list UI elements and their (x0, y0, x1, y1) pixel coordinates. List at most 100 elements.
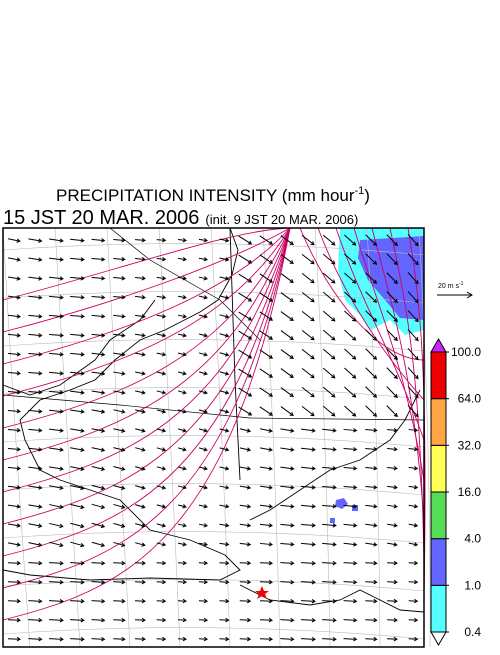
wind-arrow (70, 617, 85, 623)
isobar (2, 227, 291, 589)
wind-arrow (28, 598, 43, 604)
wind-arrow (198, 238, 209, 243)
wind-arrow (177, 598, 187, 604)
wind-arrow (259, 598, 273, 604)
wind-arrow (135, 371, 146, 376)
colorbar-below (430, 631, 447, 647)
wind-arrow (113, 428, 126, 433)
wind-arrow (49, 579, 64, 585)
wind-arrow (219, 523, 230, 528)
wind-arrow (156, 314, 167, 319)
wind-arrow (7, 598, 21, 604)
wind-arrow (156, 256, 167, 262)
wind-arrow (113, 295, 126, 300)
grid-line (106, 227, 131, 648)
wind-arrow (322, 598, 337, 604)
wind-arrow (49, 352, 64, 357)
wind-arrow (135, 237, 146, 243)
title-sup: -1 (355, 185, 365, 197)
wind-arrow (280, 504, 295, 509)
wind-arrow (280, 466, 295, 471)
wind-arrow (280, 485, 295, 490)
wind-arrow (280, 542, 295, 547)
wind-arrow (259, 387, 274, 397)
wind-arrow (219, 504, 230, 509)
wind-arrow (198, 542, 208, 547)
wind-arrow (259, 560, 273, 566)
wind-arrow (49, 598, 64, 604)
wind-arrow (198, 579, 209, 585)
wind-arrow (28, 333, 43, 338)
grid-line (2, 435, 425, 448)
wind-arrow (70, 466, 85, 472)
wind-arrow (322, 428, 337, 433)
wind-arrow (135, 352, 146, 357)
wind-arrow (301, 348, 315, 360)
precip-moderate (358, 236, 424, 320)
wind-arrow (28, 352, 43, 357)
wind-arrow (70, 560, 85, 566)
wind-arrow (322, 579, 337, 585)
wind-arrow (198, 598, 209, 604)
wind-arrow (113, 238, 126, 243)
colorbar-box (430, 491, 447, 540)
grid-line (2, 339, 425, 352)
wind-arrow (343, 560, 358, 566)
wind-arrow (259, 330, 274, 340)
wind-arrow (91, 636, 106, 642)
wind-arrow (91, 314, 106, 319)
wind-arrow (135, 295, 146, 300)
wind-arrow (387, 485, 398, 490)
wind-arrow (301, 272, 315, 284)
wind-arrow (343, 542, 358, 547)
grid-line (210, 227, 231, 648)
wind-arrow (238, 311, 253, 321)
wind-arrow (322, 234, 336, 246)
wind-arrow (198, 409, 208, 414)
wind-arrow (386, 291, 398, 304)
wind-arrow (70, 541, 85, 548)
isobar (2, 227, 291, 397)
wind-arrow (177, 466, 187, 471)
wind-arrow (219, 428, 230, 433)
isobar (299, 227, 425, 361)
wind-arrow (156, 598, 167, 604)
colorbar-label: 64.0 (458, 392, 482, 406)
wind-arrow (219, 238, 230, 243)
wind-arrow (387, 427, 398, 433)
wind-arrow (49, 276, 64, 281)
wind-arrow (259, 466, 273, 471)
wind-arrow (407, 234, 419, 247)
wind-arrow (238, 406, 253, 416)
wind-arrow (280, 579, 295, 585)
wind-arrow (343, 447, 358, 452)
title-close: ) (364, 186, 370, 205)
wind-arrow (259, 292, 274, 302)
wind-arrow (70, 636, 85, 642)
wind-arrow (49, 636, 64, 642)
wind-arrow (259, 579, 273, 585)
wind-arrow (198, 523, 208, 528)
wind-arrow (7, 295, 21, 300)
wind-arrow (156, 352, 167, 357)
wind-arrow (280, 292, 294, 302)
wind-arrow (280, 617, 295, 623)
isobars (2, 227, 426, 621)
wind-arrow (135, 428, 146, 433)
wind-arrow (156, 275, 167, 281)
grid-line (262, 227, 281, 648)
isobar (2, 227, 291, 621)
wind-arrow (113, 276, 126, 281)
wind-arrow (91, 238, 106, 243)
wind-arrow (408, 617, 419, 623)
colorbar-box (430, 351, 447, 400)
wind-arrow (239, 428, 252, 433)
wind-arrow (343, 636, 358, 642)
wind-arrow (70, 522, 85, 529)
wind-arrow (91, 541, 106, 548)
wind-arrow (407, 386, 419, 399)
wind-arrow (322, 523, 337, 528)
wind-arrow (365, 542, 378, 547)
wind-arrow (177, 428, 187, 433)
